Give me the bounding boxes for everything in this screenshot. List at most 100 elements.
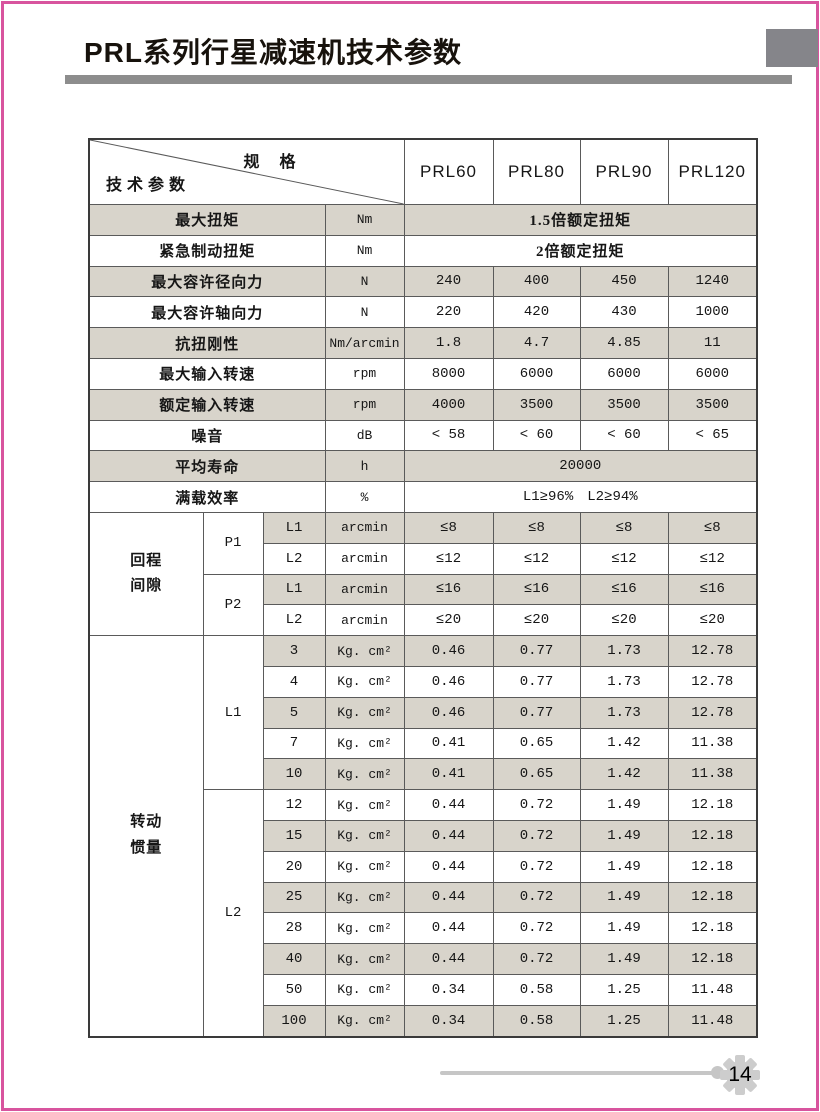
value-cell: 1.42 <box>579 727 669 760</box>
value-cell: 0.72 <box>492 789 581 821</box>
unit-cell: rpm <box>324 357 405 390</box>
value-cell: 4.85 <box>579 327 669 359</box>
ratio-cell: 20 <box>262 850 326 883</box>
unit-cell: Kg. cm² <box>324 912 405 945</box>
value-cell: ≤20 <box>579 604 669 637</box>
value-cell: ≤20 <box>403 604 494 637</box>
value-cell: 1.49 <box>579 881 669 914</box>
param-label: 抗扭刚性 <box>88 327 326 359</box>
unit-cell: Kg. cm² <box>324 943 405 975</box>
unit-cell: Kg. cm² <box>324 665 405 698</box>
unit-cell: arcmin <box>324 604 405 637</box>
corner-decoration <box>766 29 818 67</box>
param-label: 紧急制动扭矩 <box>88 234 326 267</box>
value-cell: ≤20 <box>667 604 758 637</box>
value-cell: 1.5倍额定扭矩 <box>403 204 758 236</box>
value-cell: 12.18 <box>667 819 758 852</box>
value-cell: 11.38 <box>667 758 758 791</box>
value-cell: ≤16 <box>403 573 494 606</box>
value-cell: 0.44 <box>403 912 494 945</box>
value-cell: 0.77 <box>492 665 581 698</box>
unit-cell: Kg. cm² <box>324 973 405 1006</box>
value-cell: 1.49 <box>579 943 669 975</box>
value-cell: 20000 <box>403 450 758 483</box>
value-cell: 430 <box>579 296 669 329</box>
unit-cell: rpm <box>324 388 405 421</box>
value-cell: 1.25 <box>579 1004 669 1038</box>
table-row: 最大扭矩 Nm 1.5倍额定扭矩 <box>88 204 758 236</box>
page-number: 14 <box>728 1063 752 1086</box>
table-row: 噪音 dB < 58 < 60 < 60 < 65 <box>88 419 758 452</box>
page-title: PRL系列行星减速机技术参数 <box>84 37 463 68</box>
table-corner-cell: 规 格 技术参数 <box>88 138 405 205</box>
value-cell: 6000 <box>667 357 758 390</box>
unit-cell: Kg. cm² <box>324 881 405 914</box>
ratio-cell: 5 <box>262 696 326 729</box>
value-cell: 420 <box>492 296 581 329</box>
value-cell: < 60 <box>492 419 581 452</box>
value-cell: 0.44 <box>403 850 494 883</box>
column-header-prl60: PRL60 <box>403 138 494 205</box>
value-cell: L1≥96% L2≥94% <box>403 481 758 513</box>
value-cell: 12.78 <box>667 696 758 729</box>
ratio-cell: 25 <box>262 881 326 914</box>
table-row: L2 arcmin ≤12 ≤12 ≤12 ≤12 <box>89 542 758 575</box>
section-label-inertia: 转动 惯量 <box>88 635 204 1038</box>
value-cell: 6000 <box>579 357 669 390</box>
value-cell: 1.49 <box>579 819 669 852</box>
column-header-prl90: PRL90 <box>579 138 669 205</box>
ratio-cell: 28 <box>262 912 326 945</box>
table-row: 40 Kg. cm² 0.44 0.72 1.49 12.18 <box>89 943 758 975</box>
table-row: 紧急制动扭矩 Nm 2倍额定扭矩 <box>88 234 758 267</box>
value-cell: 6000 <box>492 357 581 390</box>
value-cell: 0.41 <box>403 727 494 760</box>
value-cell: 0.77 <box>492 635 581 667</box>
value-cell: 1240 <box>667 265 758 298</box>
corner-label-spec: 规 格 <box>243 154 304 171</box>
level-group-cell: L1 <box>202 635 264 791</box>
value-cell: ≤12 <box>579 542 669 575</box>
grade-cell: P2 <box>202 573 264 637</box>
level-cell: L2 <box>262 542 326 575</box>
value-cell: 3500 <box>579 388 669 421</box>
unit-cell: N <box>324 265 405 298</box>
value-cell: 0.46 <box>403 665 494 698</box>
value-cell: 12.18 <box>667 881 758 914</box>
value-cell: 11 <box>667 327 758 359</box>
value-cell: 0.44 <box>403 943 494 975</box>
value-cell: 12.18 <box>667 943 758 975</box>
value-cell: ≤16 <box>579 573 669 606</box>
value-cell: 0.72 <box>492 819 581 852</box>
unit-cell: Nm <box>324 234 405 267</box>
value-cell: 4000 <box>403 388 494 421</box>
table-row: 4 Kg. cm² 0.46 0.77 1.73 12.78 <box>89 665 758 698</box>
value-cell: 1.49 <box>579 850 669 883</box>
footer-rule <box>440 1071 718 1075</box>
unit-cell: % <box>324 481 405 513</box>
value-cell: 0.58 <box>492 973 581 1006</box>
value-cell: 0.46 <box>403 696 494 729</box>
table-row: 15 Kg. cm² 0.44 0.72 1.49 12.18 <box>89 819 758 852</box>
level-cell: L2 <box>262 604 326 637</box>
ratio-cell: 7 <box>262 727 326 760</box>
value-cell: 3500 <box>667 388 758 421</box>
value-cell: ≤20 <box>492 604 581 637</box>
value-cell: 12.78 <box>667 665 758 698</box>
level-cell: L1 <box>262 573 326 606</box>
value-cell: 0.77 <box>492 696 581 729</box>
unit-cell: arcmin <box>324 573 405 606</box>
ratio-cell: 40 <box>262 943 326 975</box>
value-cell: 1.73 <box>579 635 669 667</box>
ratio-cell: 50 <box>262 973 326 1006</box>
value-cell: 240 <box>403 265 494 298</box>
value-cell: ≤12 <box>403 542 494 575</box>
unit-cell: Kg. cm² <box>324 727 405 760</box>
unit-cell: Kg. cm² <box>324 758 405 791</box>
table-row: 满载效率% L1≥96% L2≥94% <box>88 481 758 513</box>
param-label: 满载效率 <box>88 481 326 513</box>
ratio-cell: 15 <box>262 819 326 852</box>
value-cell: ≤16 <box>667 573 758 606</box>
table-row: 转动 惯量 L1 3 Kg. cm² 0.46 0.77 1.73 12.78 <box>88 635 758 1038</box>
unit-cell: Kg. cm² <box>324 789 405 821</box>
unit-cell: N <box>324 296 405 329</box>
